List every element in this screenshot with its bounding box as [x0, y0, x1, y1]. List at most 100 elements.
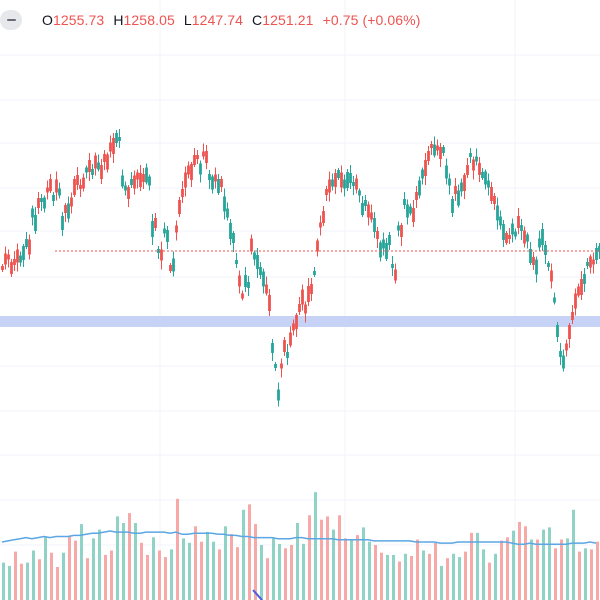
candle-body [187, 165, 190, 175]
candle-body [340, 172, 343, 188]
candle-body [22, 246, 25, 260]
candle-body [223, 196, 226, 212]
candle-body [439, 147, 442, 159]
candle-body [4, 253, 7, 265]
candle-body [142, 174, 145, 182]
candle-body [481, 172, 484, 178]
volume-bar [428, 553, 431, 600]
candle-body [256, 255, 259, 269]
candle-body [538, 238, 541, 248]
candle-body [400, 225, 403, 237]
volume-bar [386, 554, 389, 600]
candle-body [517, 216, 520, 228]
candle-body [214, 174, 217, 182]
volume-bar [86, 558, 89, 600]
collapse-legend-button[interactable] [0, 10, 22, 30]
candle-body [283, 340, 286, 352]
candle-body [529, 249, 532, 263]
volume-bar [20, 563, 23, 600]
candle-body [1, 266, 4, 270]
volume-bar [14, 551, 17, 600]
volume-bar [362, 527, 365, 600]
volume-bar [284, 548, 287, 600]
candle-body [202, 151, 205, 157]
candle-body [499, 216, 502, 226]
candle-body [406, 204, 409, 218]
candle-body [277, 389, 280, 401]
candle-body [79, 185, 82, 189]
candle-body [55, 179, 58, 193]
candle-body [244, 275, 247, 287]
candle-body [316, 240, 319, 252]
candle-body [580, 279, 583, 295]
volume-bar [350, 539, 353, 600]
candle-body [409, 206, 412, 214]
candle-body [289, 332, 292, 346]
volume-bar [482, 549, 485, 600]
candle-body [109, 142, 112, 152]
candle-body [184, 172, 187, 188]
candle-body [298, 304, 301, 312]
candle-body [13, 259, 16, 265]
candle-body [430, 144, 433, 148]
candle-body [559, 351, 562, 357]
volume-bar [524, 526, 527, 600]
candle-body [547, 263, 550, 267]
candle-body [274, 364, 277, 368]
candle-body [343, 179, 346, 189]
volume-bar [212, 541, 215, 600]
candle-body [247, 282, 250, 288]
candle-body [589, 256, 592, 268]
candle-body [190, 164, 193, 180]
candle-body [304, 304, 307, 314]
candle-body [385, 243, 388, 259]
candle-body [310, 284, 313, 294]
candle-body [586, 262, 589, 266]
candle-body [526, 234, 529, 242]
candle-body [307, 286, 310, 302]
candle-body [10, 262, 13, 274]
candle-body [388, 235, 391, 245]
candle-body [463, 175, 466, 191]
candle-body [544, 245, 547, 255]
volume-bar [488, 562, 491, 600]
candle-body [466, 165, 469, 175]
candle-body [43, 197, 46, 209]
candle-body [19, 255, 22, 263]
volume-bar [260, 545, 263, 600]
volume-ma-line [1, 530, 597, 545]
candle-body [136, 172, 139, 180]
volume-bar [446, 558, 449, 600]
candle-body [172, 258, 175, 272]
volume-bar [146, 554, 149, 600]
minus-icon [6, 19, 16, 21]
candle-body [181, 189, 184, 197]
volume-bar [278, 543, 281, 600]
volume-bar [104, 554, 107, 600]
candle-body [217, 179, 220, 193]
candle-body [508, 235, 511, 239]
candle-body [31, 208, 34, 218]
candle-body [145, 167, 148, 183]
volume-bar [62, 552, 65, 600]
volume-bar [452, 553, 455, 600]
candle-body [271, 343, 274, 353]
candle-body [250, 238, 253, 252]
candle-body [595, 248, 598, 260]
volume-bar [494, 553, 497, 600]
candle-body [367, 204, 370, 218]
volume-bar [368, 541, 371, 600]
candle-body [235, 260, 238, 264]
candle-body [169, 265, 172, 271]
candle-body [64, 205, 67, 213]
candle-body [160, 249, 163, 261]
candle-body [346, 172, 349, 188]
candle-body [157, 249, 160, 253]
candle-body [550, 270, 553, 282]
candle-body [268, 295, 271, 311]
candle-body [448, 178, 451, 186]
candle-body [46, 187, 49, 193]
volume-bar [158, 550, 161, 600]
